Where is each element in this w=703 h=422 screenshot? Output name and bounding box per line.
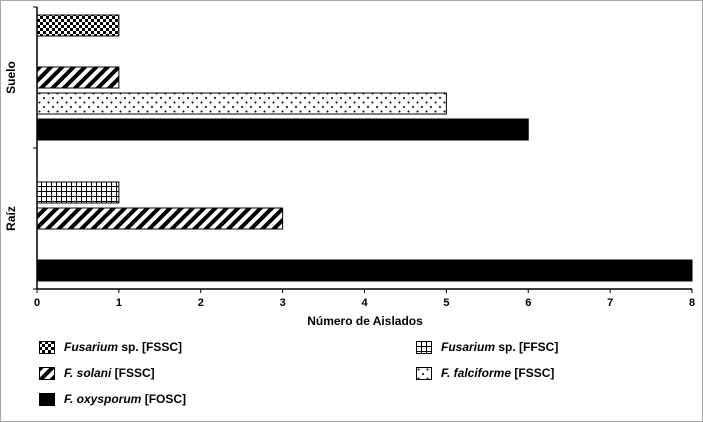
legend-swatch-checker-icon bbox=[39, 340, 55, 354]
legend-label: F. falciforme [FSSC] bbox=[441, 366, 555, 380]
x-tick-label: 8 bbox=[689, 297, 695, 309]
y-category-label: Raíz bbox=[4, 206, 18, 231]
axes-layer: 0 1 2 3 4 5 6 7 8 Suelo Raíz bbox=[4, 6, 695, 309]
bar-solid bbox=[36, 259, 693, 282]
x-tick-label: 4 bbox=[361, 297, 368, 309]
legend-item: Fusarium sp. [FSSC] bbox=[39, 340, 416, 354]
x-tick-label: 0 bbox=[34, 297, 40, 309]
legend-swatch-solid-icon bbox=[39, 392, 55, 406]
legend-swatch-grid-icon bbox=[416, 340, 432, 354]
bar-diagonal bbox=[36, 207, 284, 230]
legend-item: Fusarium sp. [FFSC] bbox=[416, 340, 558, 354]
x-tick-label: 3 bbox=[280, 297, 286, 309]
y-category-label: Suelo bbox=[4, 61, 18, 94]
bars-layer bbox=[36, 14, 693, 282]
x-tick-label: 5 bbox=[443, 297, 449, 309]
chart-legend: Fusarium sp. [FSSC] F. solani [FSSC] F. ox… bbox=[1, 340, 702, 406]
legend-item: F. oxysporum [FOSC] bbox=[39, 392, 416, 406]
x-tick-label: 1 bbox=[116, 297, 122, 309]
bar-dots bbox=[36, 92, 447, 115]
legend-item: F. falciforme [FSSC] bbox=[416, 366, 558, 380]
x-tick-label: 6 bbox=[525, 297, 531, 309]
legend-label: F. oxysporum [FOSC] bbox=[64, 392, 187, 406]
chart-plot-area: 0 1 2 3 4 5 6 7 8 Suelo Raíz Número de Aislados bbox=[4, 6, 695, 328]
legend-label: Fusarium sp. [FSSC] bbox=[64, 340, 183, 354]
x-axis-title: Número de Aislados bbox=[307, 314, 423, 328]
legend-label: Fusarium sp. [FFSC] bbox=[441, 340, 559, 354]
bar-solid bbox=[36, 118, 529, 141]
bar-checker bbox=[36, 14, 120, 37]
legend-swatch-diagonal-icon bbox=[39, 366, 55, 380]
bar-diagonal bbox=[36, 66, 120, 89]
legend-swatch-dots-icon bbox=[416, 366, 432, 380]
x-tick-label: 7 bbox=[607, 297, 613, 309]
x-tick-label: 2 bbox=[198, 297, 204, 309]
bar-grid bbox=[36, 181, 120, 204]
legend-column-right: Fusarium sp. [FFSC] F. falciforme [FSSC] bbox=[416, 340, 558, 406]
legend-item: F. solani [FSSC] bbox=[39, 366, 416, 380]
legend-label: F. solani [FSSC] bbox=[64, 366, 155, 380]
legend-column-left: Fusarium sp. [FSSC] F. solani [FSSC] F. ox… bbox=[39, 340, 416, 406]
